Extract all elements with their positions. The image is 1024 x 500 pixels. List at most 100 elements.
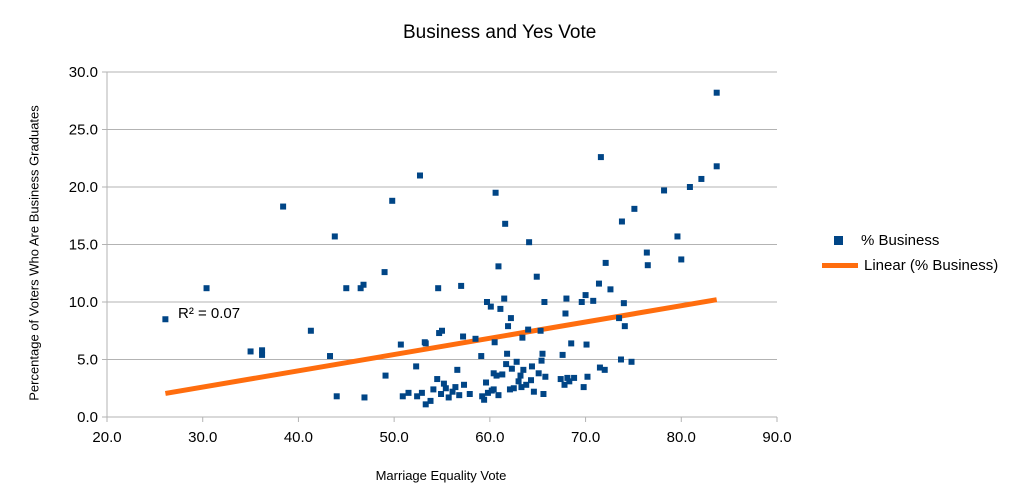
data-point — [440, 380, 447, 387]
data-point — [561, 381, 568, 388]
data-point — [616, 315, 623, 322]
data-point — [601, 366, 608, 373]
data-point — [520, 366, 527, 373]
data-point — [583, 341, 590, 348]
trendline — [164, 297, 718, 396]
data-point — [602, 259, 609, 266]
x-tick-label: 60.0 — [475, 429, 504, 446]
data-point — [517, 372, 524, 379]
data-point — [631, 205, 638, 212]
data-point — [507, 315, 514, 322]
data-point — [434, 376, 441, 383]
data-point — [389, 197, 396, 204]
y-tick-label: 5.0 — [77, 352, 98, 369]
data-point — [382, 372, 389, 379]
data-point — [484, 389, 491, 396]
data-point — [439, 327, 445, 334]
legend-entry-points: % Business — [822, 228, 998, 253]
data-point — [427, 397, 434, 404]
data-point — [416, 172, 423, 179]
data-point — [595, 280, 602, 287]
data-point — [497, 305, 504, 312]
y-tick-label: 30.0 — [69, 64, 98, 81]
data-point — [466, 391, 473, 397]
legend-label-trendline: Linear (% Business) — [864, 257, 999, 274]
x-tick-labels: 20.0 30.0 40.0 50.0 60.0 70.0 80.0 90.0 — [92, 429, 791, 446]
data-point — [557, 376, 564, 383]
data-point — [678, 256, 685, 263]
data-point — [563, 295, 570, 302]
x-tick-label: 90.0 — [762, 429, 791, 446]
data-point — [504, 350, 511, 357]
data-point — [503, 361, 510, 368]
x-tick-label: 20.0 — [92, 429, 121, 446]
data-point — [519, 334, 526, 341]
data-point — [493, 372, 500, 379]
data-point — [487, 303, 494, 310]
data-point — [713, 89, 720, 96]
data-point — [501, 295, 508, 302]
data-point — [479, 393, 486, 400]
data-point — [620, 300, 627, 307]
data-point — [162, 316, 169, 323]
data-point — [280, 203, 287, 210]
data-point — [505, 323, 512, 330]
data-point — [458, 282, 465, 289]
data-point — [510, 385, 517, 392]
data-point — [674, 233, 681, 240]
legend-label-points: % Business — [861, 232, 940, 249]
data-point — [491, 339, 498, 346]
y-tick-label: 0.0 — [77, 409, 98, 426]
data-point — [483, 299, 490, 305]
y-tick-label: 25.0 — [69, 122, 98, 139]
data-points — [162, 89, 720, 408]
data-point — [461, 381, 468, 388]
data-point — [361, 394, 368, 401]
legend: % Business Linear (% Business) — [822, 228, 998, 278]
data-point — [513, 358, 520, 365]
x-tick-label: 50.0 — [380, 429, 409, 446]
data-point — [499, 371, 506, 378]
data-point — [399, 393, 406, 400]
data-point — [508, 365, 515, 372]
data-point — [472, 335, 479, 342]
data-point — [259, 351, 266, 358]
data-point — [686, 184, 693, 190]
data-point — [617, 356, 624, 363]
data-point — [568, 340, 575, 347]
data-point — [530, 388, 537, 395]
data-point — [414, 393, 421, 400]
data-point — [713, 163, 720, 170]
data-point — [442, 385, 449, 392]
data-point — [307, 327, 314, 334]
data-point — [481, 396, 488, 403]
data-point — [698, 175, 705, 182]
data-point — [422, 340, 429, 347]
data-point — [506, 386, 513, 393]
gridlines — [102, 71, 778, 422]
data-point — [607, 286, 614, 293]
data-point — [542, 373, 549, 380]
data-point — [495, 392, 502, 399]
x-tick-label: 80.0 — [667, 429, 696, 446]
data-point — [492, 189, 499, 196]
data-point — [597, 154, 604, 161]
data-point — [515, 378, 522, 385]
data-point — [357, 285, 364, 292]
data-point — [490, 386, 497, 393]
y-tick-label: 20.0 — [69, 179, 98, 196]
data-point — [259, 347, 266, 354]
chart-title: Business and Yes Vote — [403, 22, 597, 43]
data-point — [528, 377, 535, 384]
data-point — [405, 389, 412, 396]
data-point — [540, 391, 547, 397]
data-point — [590, 297, 597, 304]
legend-line-swatch — [822, 263, 858, 268]
data-point — [582, 292, 589, 299]
data-point — [445, 394, 452, 401]
data-point — [327, 353, 334, 360]
data-point — [495, 263, 502, 270]
data-point — [559, 351, 566, 358]
x-tick-label: 40.0 — [284, 429, 313, 446]
